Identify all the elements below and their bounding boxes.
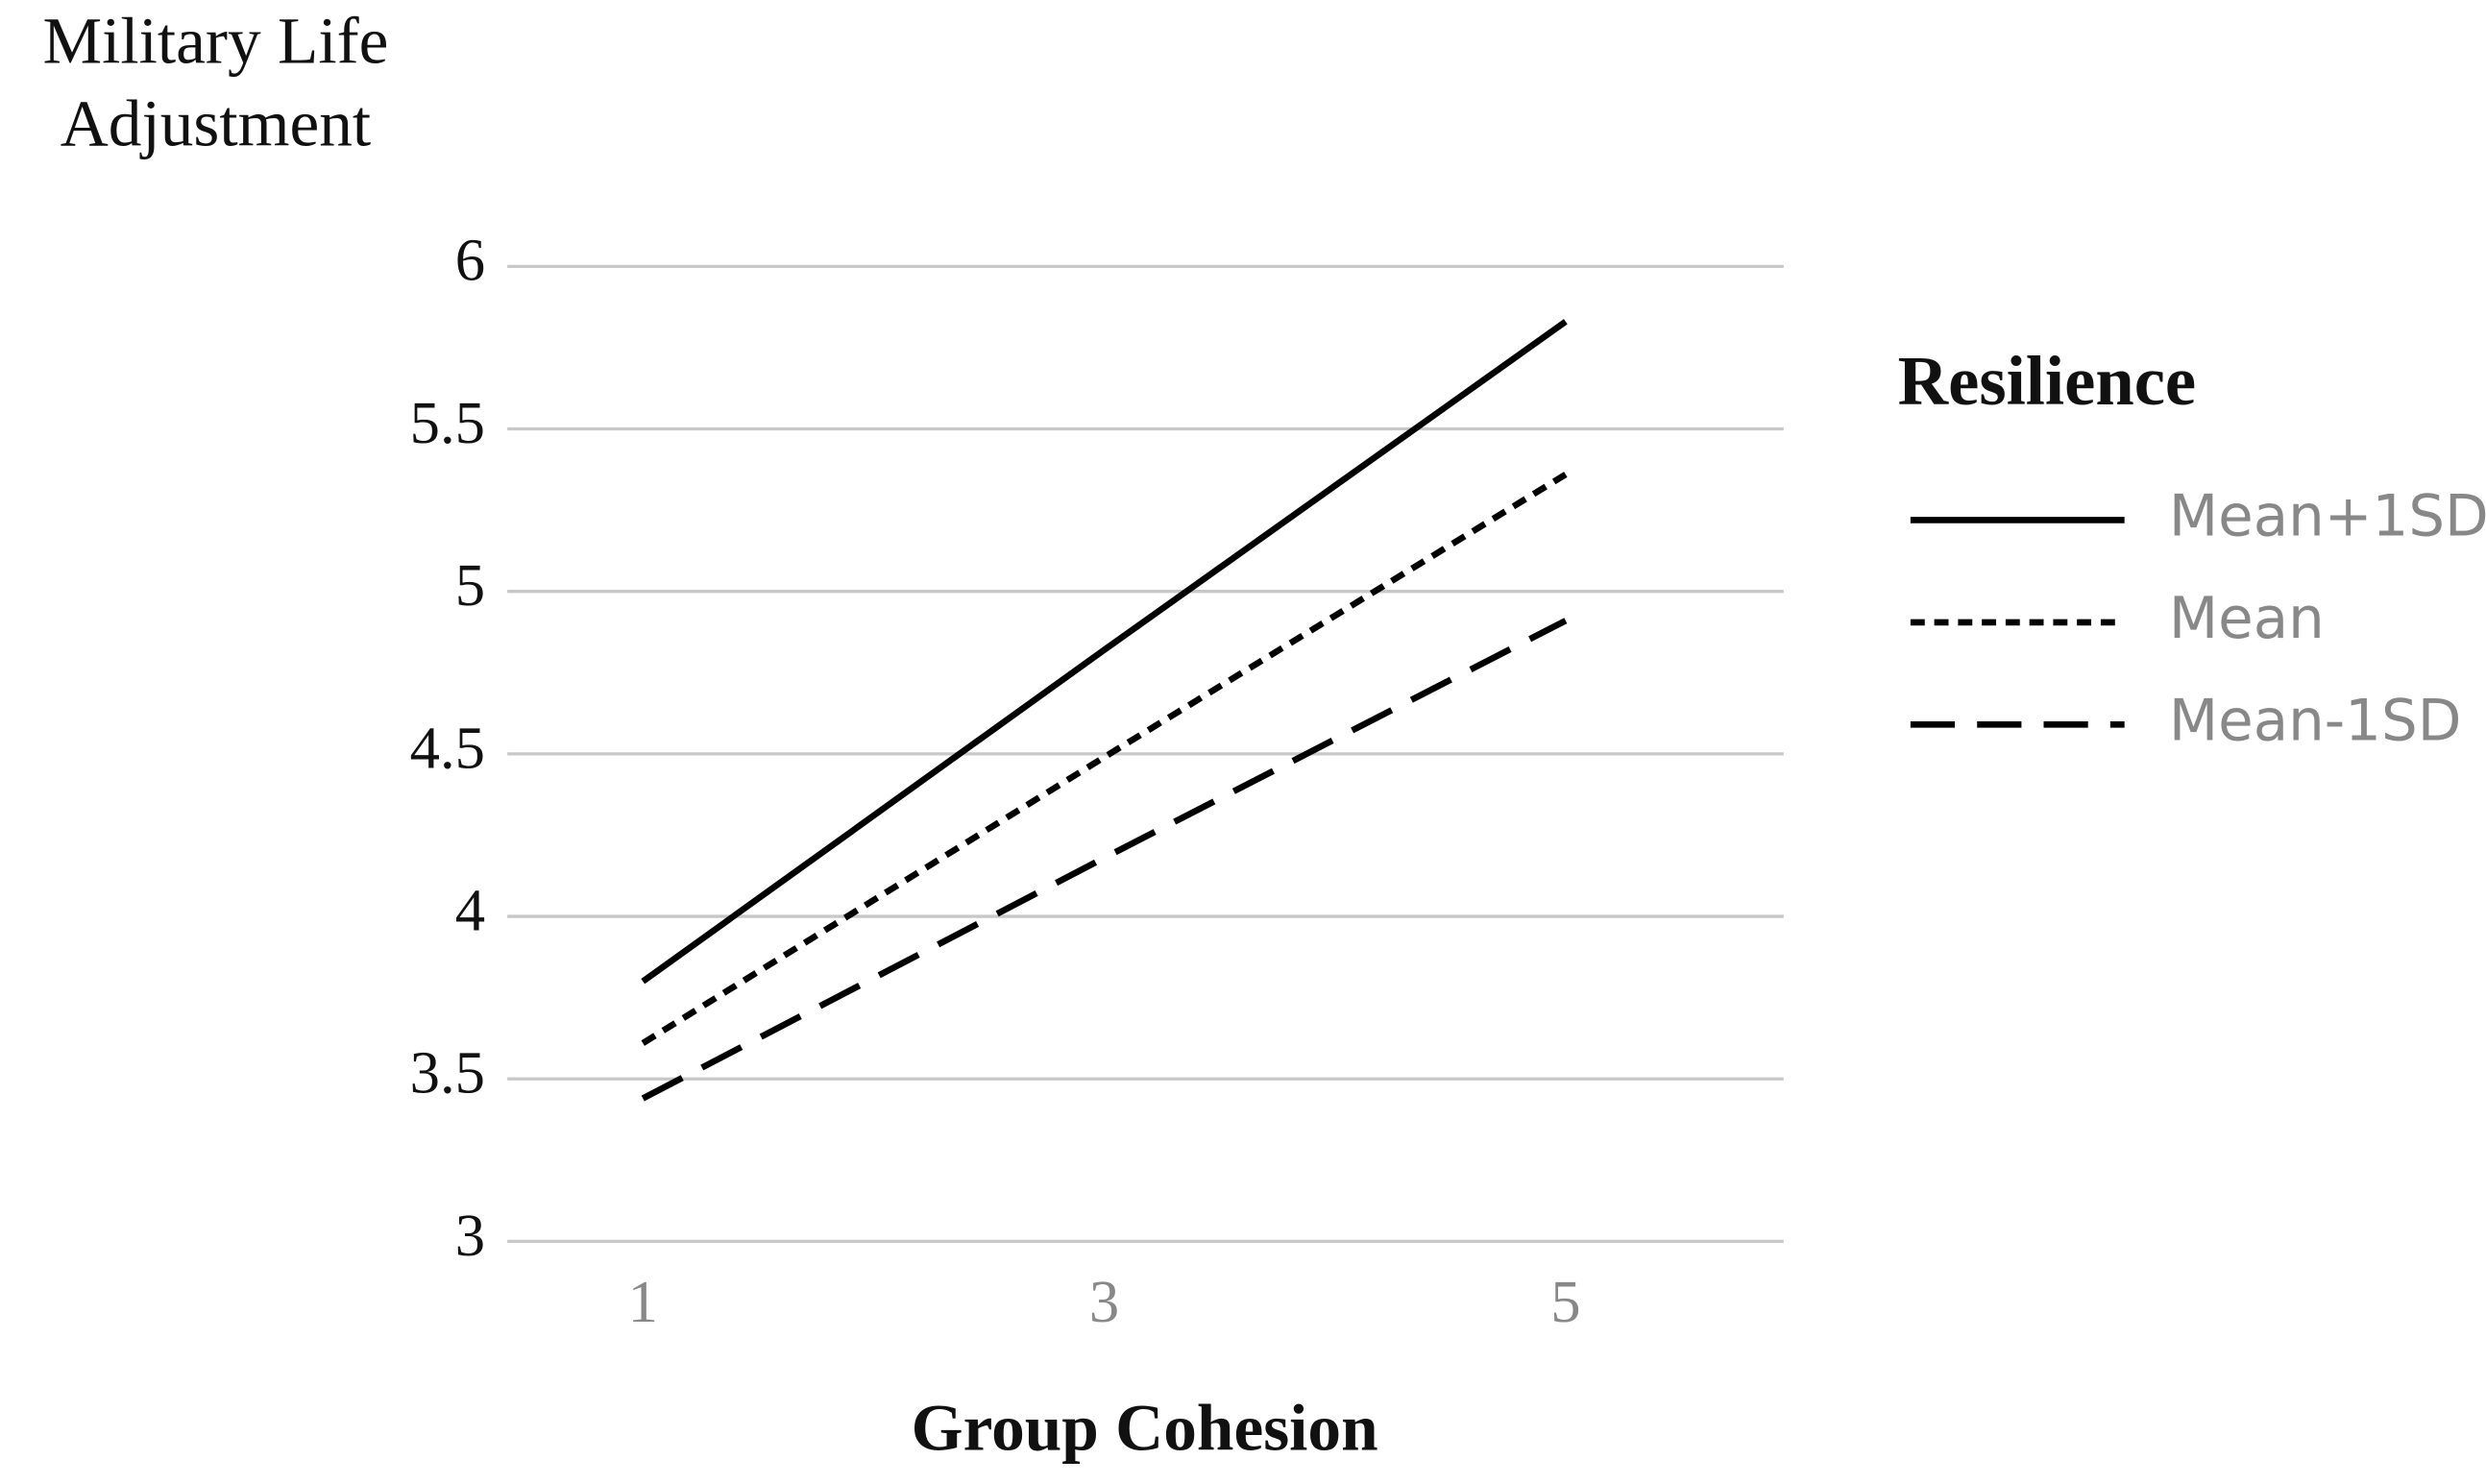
legend-title: Resilience bbox=[1898, 342, 2197, 420]
y-tick-label: 4 bbox=[455, 876, 485, 943]
x-tick-label: 3 bbox=[1089, 1268, 1119, 1335]
y-tick-label: 5.5 bbox=[410, 389, 485, 456]
y-tick-label: 6 bbox=[455, 227, 485, 294]
y-tick-label: 4.5 bbox=[410, 714, 485, 781]
legend-label: Mean-1SD bbox=[2169, 688, 2462, 754]
legend-label: Mean bbox=[2169, 586, 2325, 652]
series-line bbox=[641, 472, 1568, 1046]
x-tick-label: 5 bbox=[1550, 1268, 1580, 1335]
y-tick-label: 3.5 bbox=[410, 1039, 485, 1107]
x-axis-title: Group Cohesion bbox=[912, 1391, 1378, 1465]
x-tick-label: 1 bbox=[628, 1268, 658, 1335]
y-tick-label: 5 bbox=[455, 551, 485, 619]
y-tick-label: 3 bbox=[455, 1202, 485, 1269]
series-line bbox=[641, 618, 1568, 1102]
series-line bbox=[641, 319, 1568, 985]
y-axis-title: Adjustment bbox=[61, 85, 371, 159]
legend-label: Mean+1SD bbox=[2169, 484, 2486, 550]
y-axis-title: Military Life bbox=[43, 3, 389, 77]
